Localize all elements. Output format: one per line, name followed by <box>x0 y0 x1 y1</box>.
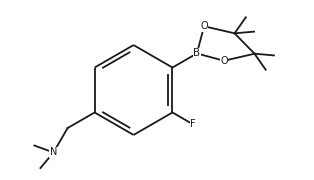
Text: N: N <box>50 147 57 158</box>
Text: F: F <box>190 119 196 129</box>
Text: O: O <box>220 56 228 66</box>
Text: O: O <box>200 21 208 31</box>
Text: B: B <box>193 48 200 58</box>
